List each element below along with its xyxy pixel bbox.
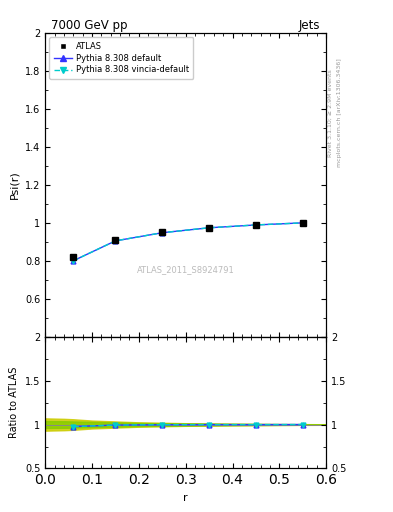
Y-axis label: Ratio to ATLAS: Ratio to ATLAS [9,367,19,438]
Legend: ATLAS, Pythia 8.308 default, Pythia 8.308 vincia-default: ATLAS, Pythia 8.308 default, Pythia 8.30… [50,37,193,79]
Text: Jets: Jets [299,19,321,32]
Text: Rivet 3.1.10; ≥ 2.9M events: Rivet 3.1.10; ≥ 2.9M events [328,69,333,157]
Y-axis label: Psi(r): Psi(r) [9,170,19,199]
X-axis label: r: r [184,493,188,503]
Text: ATLAS_2011_S8924791: ATLAS_2011_S8924791 [137,265,235,274]
Text: 7000 GeV pp: 7000 GeV pp [51,19,127,32]
Text: mcplots.cern.ch [arXiv:1306.3436]: mcplots.cern.ch [arXiv:1306.3436] [337,58,342,167]
